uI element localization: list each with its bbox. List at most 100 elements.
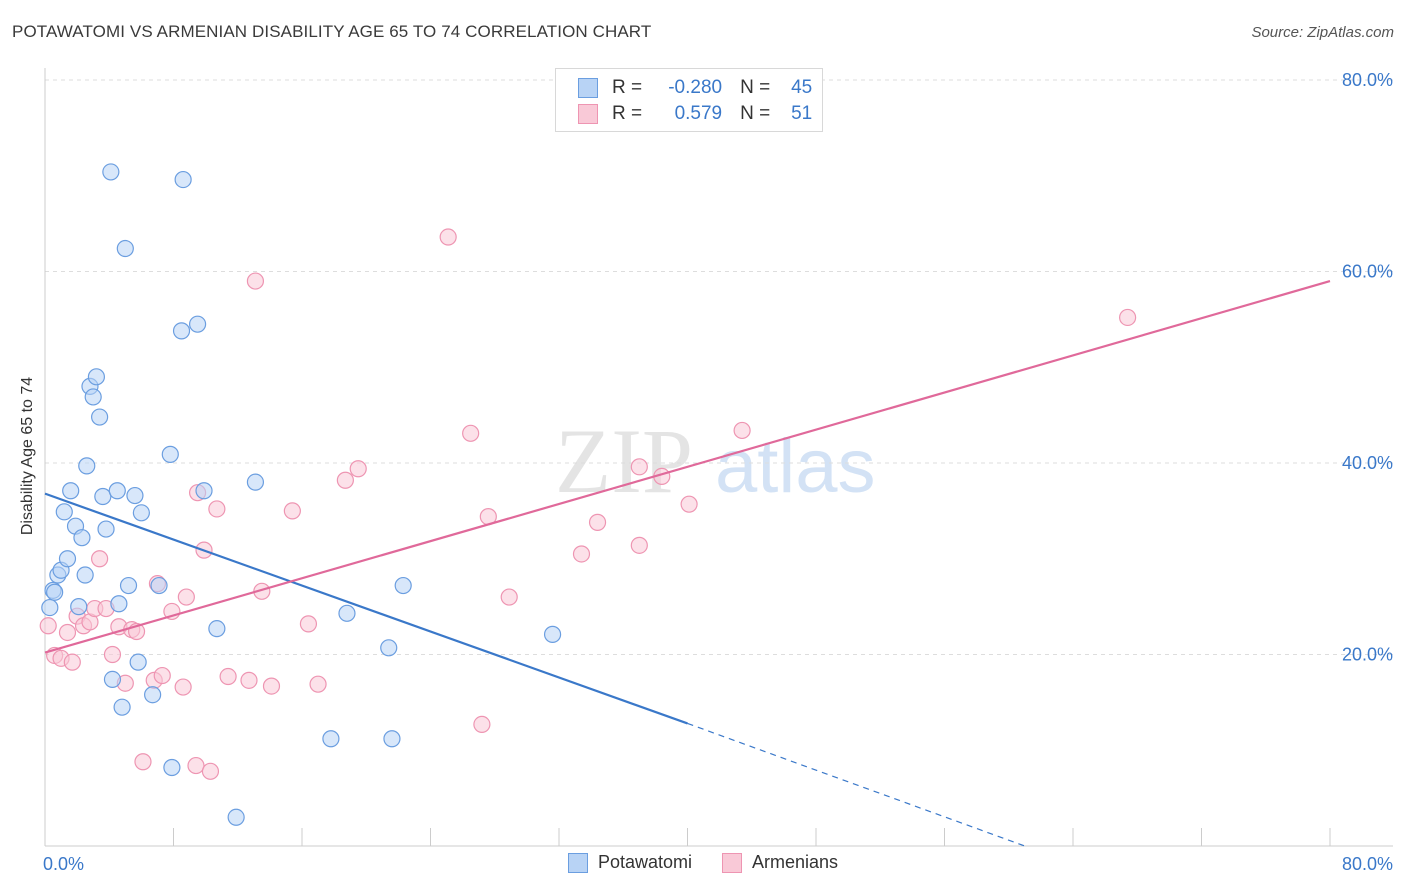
potawatomi-trendline-extension (687, 722, 1026, 847)
potawatomi-point (103, 670, 122, 688)
potawatomi-point (94, 487, 112, 506)
armenians-legend-swatch (722, 852, 742, 873)
y-tick-label: 80.0% (1342, 70, 1393, 90)
potawatomi-point (91, 408, 109, 426)
armenians-point (572, 545, 591, 563)
armenians-point (177, 588, 195, 606)
armenians-point (473, 715, 491, 733)
potawatomi-point (116, 239, 134, 258)
armenians-point (208, 500, 226, 518)
potawatomi-point (129, 653, 147, 671)
armenians-swatch (578, 104, 598, 124)
armenians-point (39, 617, 57, 635)
potawatomi-point (150, 576, 168, 595)
x-tick-label: 0.0% (43, 854, 84, 874)
armenians-point (153, 666, 171, 685)
potawatomi-point (163, 758, 181, 777)
potawatomi-point (144, 686, 162, 704)
potawatomi-point (55, 503, 73, 521)
armenians-point (283, 502, 301, 520)
potawatomi-point (188, 315, 207, 333)
legend-n-value: 51 (791, 103, 813, 124)
armenians-point (733, 421, 751, 440)
legend-n-label: N = (740, 77, 771, 98)
potawatomi-point (58, 550, 77, 568)
armenians-point (219, 667, 237, 686)
armenians-point (58, 623, 77, 642)
armenians-point (500, 588, 518, 606)
armenians-point (134, 753, 152, 771)
y-axis-label: Disability Age 65 to 74 (19, 376, 36, 536)
potawatomi-point (394, 576, 412, 595)
legend-item-potawatomi[interactable]: Potawatomi (567, 852, 692, 873)
potawatomi-point (62, 482, 80, 500)
potawatomi-point (132, 504, 150, 522)
armenians-point (299, 615, 318, 633)
armenians-point (240, 671, 258, 689)
legend-row-armenians: R = 0.579 N = 51 (578, 102, 812, 126)
legend-r-label: R = (612, 103, 643, 124)
armenians-point (349, 460, 367, 478)
potawatomi-point (380, 639, 398, 657)
potawatomi-point (108, 482, 126, 500)
potawatomi-point (78, 457, 96, 475)
armenians-point (201, 762, 220, 780)
potawatomi-point (208, 620, 226, 638)
potawatomi-point (41, 598, 59, 617)
legend-r-label: R = (612, 77, 643, 98)
armenians-point (588, 513, 607, 531)
potawatomi-swatch (578, 78, 598, 98)
potawatomi-point (102, 163, 120, 181)
potawatomi-point (246, 473, 265, 491)
potawatomi-point (195, 482, 213, 500)
potawatomi-point (322, 730, 340, 748)
armenians-trendline (44, 280, 1331, 654)
armenians-point (680, 495, 698, 513)
potawatomi-legend-swatch (567, 852, 588, 873)
legend-n-value: 45 (791, 77, 813, 98)
x-tick-label: 80.0% (1342, 854, 1393, 874)
legend-r-value: 0.579 (674, 103, 723, 124)
legend-r-value: -0.280 (668, 77, 723, 98)
potawatomi-point (161, 445, 179, 463)
armenians-point (91, 550, 109, 568)
armenians-point (63, 653, 81, 671)
y-tick-label: 40.0% (1342, 453, 1393, 473)
armenians-point (630, 458, 648, 476)
source-label: Source: ZipAtlas.com (1251, 24, 1394, 41)
armenians-point (103, 645, 122, 664)
armenians-point (309, 675, 327, 693)
y-tick-label: 60.0% (1342, 262, 1393, 282)
y-tick-label: 20.0% (1342, 645, 1393, 665)
correlation-legend: R = -0.280 N = 45 R = 0.579 N = 51 (555, 68, 823, 132)
potawatomi-point (70, 598, 88, 616)
armenians-point (262, 677, 281, 695)
potawatomi-point (73, 529, 91, 547)
potawatomi-point (87, 368, 106, 386)
armenians-point (336, 471, 354, 489)
legend-row-potawatomi: R = -0.280 N = 45 (578, 76, 812, 100)
potawatomi-point (76, 566, 94, 584)
potawatomi-point (174, 170, 192, 189)
armenians-point (439, 228, 457, 246)
potawatomi-point (338, 604, 356, 622)
armenians-point (174, 678, 192, 696)
potawatomi-point (383, 730, 401, 748)
armenians-legend-label: Armenians (752, 852, 839, 872)
potawatomi-point (84, 388, 102, 406)
potawatomi-point (227, 808, 245, 826)
potawatomi-trendline (44, 492, 688, 725)
chart-title: POTAWATOMI VS ARMENIAN DISABILITY AGE 65… (12, 22, 652, 41)
potawatomi-point (113, 698, 131, 716)
potawatomi-legend-label: Potawatomi (597, 852, 692, 872)
armenians-point (462, 424, 480, 442)
armenians-point (1119, 308, 1137, 327)
armenians-point (630, 536, 648, 554)
legend-item-armenians[interactable]: Armenians (722, 852, 838, 873)
armenians-point (187, 756, 205, 775)
potawatomi-point (97, 520, 115, 538)
series-legend: Potawatomi Armenians (0, 852, 1406, 873)
potawatomi-point (172, 322, 191, 340)
potawatomi-point (110, 595, 128, 613)
